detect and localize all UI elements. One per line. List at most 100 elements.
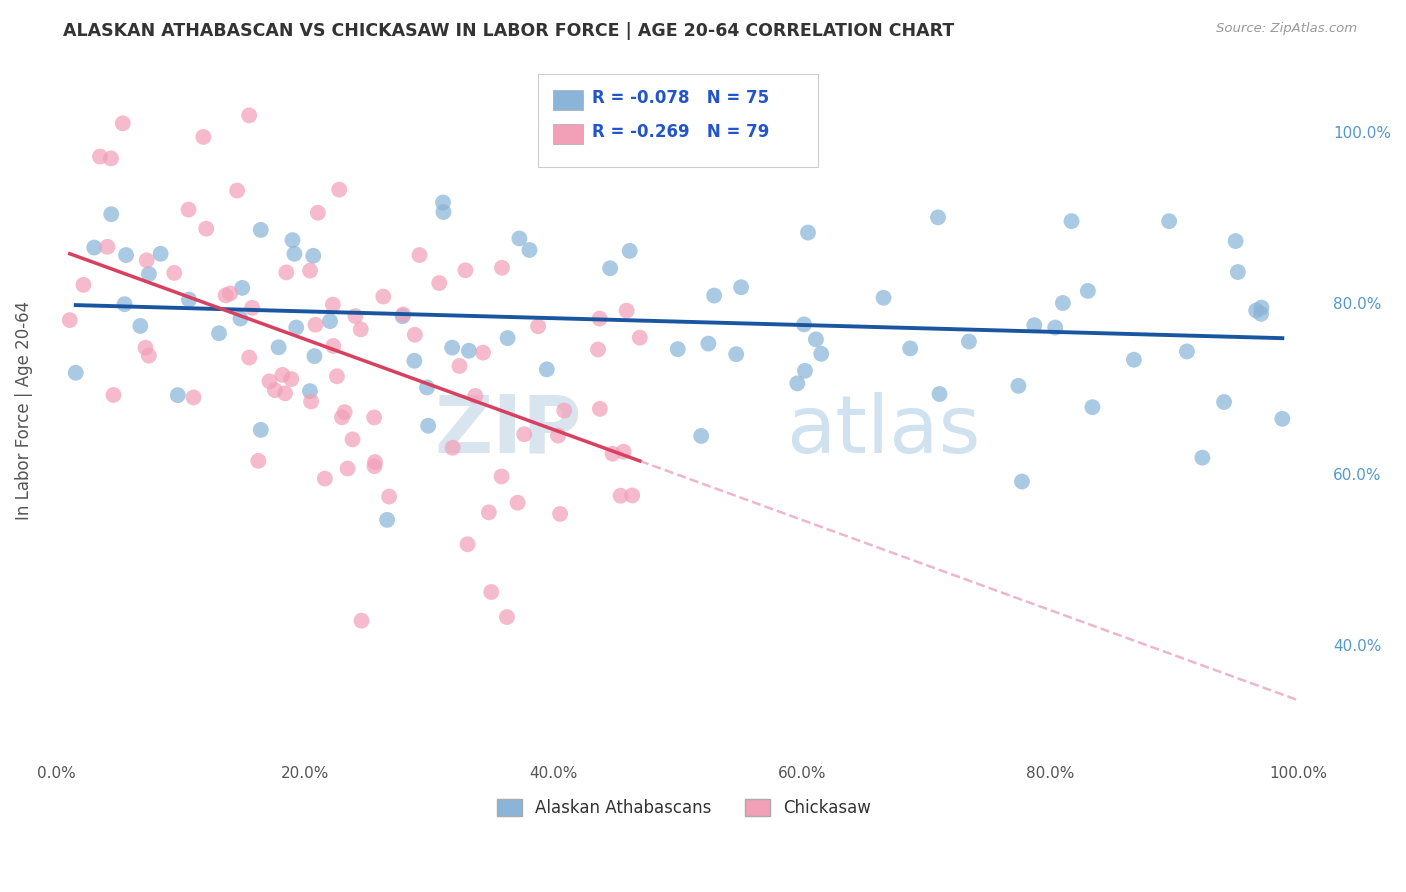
Point bbox=[138, 349, 160, 363]
Point bbox=[363, 459, 385, 474]
Point bbox=[1191, 450, 1213, 465]
Point bbox=[1077, 284, 1099, 298]
Text: atlas: atlas bbox=[786, 392, 980, 470]
Point bbox=[298, 384, 321, 398]
Point bbox=[491, 469, 513, 483]
Point bbox=[619, 244, 641, 258]
Point bbox=[135, 253, 157, 268]
Point bbox=[408, 248, 430, 262]
Point bbox=[1226, 265, 1249, 279]
Point bbox=[536, 362, 558, 376]
Point bbox=[89, 150, 111, 164]
Text: R = -0.078   N = 75: R = -0.078 N = 75 bbox=[592, 89, 769, 107]
Point bbox=[344, 309, 367, 323]
Point bbox=[350, 322, 373, 336]
Point bbox=[928, 387, 950, 401]
Point bbox=[496, 331, 519, 345]
Point bbox=[1213, 395, 1236, 409]
Point bbox=[797, 226, 820, 240]
Point bbox=[111, 116, 134, 130]
Point bbox=[240, 301, 263, 315]
Point bbox=[373, 289, 395, 303]
Point bbox=[103, 388, 125, 402]
Point bbox=[304, 349, 326, 363]
Point bbox=[299, 394, 322, 409]
Point bbox=[730, 280, 752, 294]
Point bbox=[1007, 379, 1029, 393]
Point bbox=[793, 318, 815, 332]
Point bbox=[231, 281, 253, 295]
Point bbox=[519, 243, 541, 257]
Point bbox=[219, 286, 242, 301]
Point bbox=[703, 288, 725, 302]
Point bbox=[602, 447, 624, 461]
Point bbox=[307, 206, 329, 220]
Point bbox=[586, 343, 609, 357]
Point bbox=[1060, 214, 1083, 228]
Point bbox=[238, 351, 260, 365]
Point bbox=[208, 326, 231, 341]
Legend: Alaskan Athabascans, Chickasaw: Alaskan Athabascans, Chickasaw bbox=[489, 793, 877, 824]
Point bbox=[195, 221, 218, 235]
Point bbox=[166, 388, 188, 402]
Text: R = -0.269   N = 79: R = -0.269 N = 79 bbox=[592, 123, 769, 141]
Point bbox=[364, 455, 387, 469]
Point bbox=[810, 347, 832, 361]
Point bbox=[322, 339, 344, 353]
Point bbox=[612, 444, 634, 458]
Point bbox=[65, 366, 87, 380]
Point bbox=[304, 318, 326, 332]
Point bbox=[138, 267, 160, 281]
Point bbox=[302, 249, 325, 263]
Point bbox=[441, 341, 464, 355]
Point bbox=[298, 263, 321, 277]
Point bbox=[193, 130, 215, 145]
Point bbox=[621, 488, 644, 502]
Point bbox=[416, 380, 439, 394]
Point bbox=[588, 311, 610, 326]
Point bbox=[375, 513, 398, 527]
Point bbox=[458, 343, 481, 358]
Point bbox=[589, 401, 612, 416]
Point bbox=[1122, 352, 1144, 367]
Point bbox=[83, 241, 105, 255]
Point bbox=[491, 260, 513, 275]
Text: ZIP: ZIP bbox=[434, 392, 581, 470]
Point bbox=[508, 231, 530, 245]
Point bbox=[267, 340, 290, 354]
Point bbox=[725, 347, 748, 361]
Point bbox=[553, 403, 575, 417]
Point bbox=[478, 505, 501, 519]
Point bbox=[134, 341, 156, 355]
Point bbox=[804, 333, 827, 347]
Point bbox=[1244, 303, 1267, 318]
Point bbox=[280, 372, 302, 386]
Point bbox=[479, 585, 502, 599]
Point bbox=[319, 314, 342, 328]
Point bbox=[226, 184, 249, 198]
Point bbox=[249, 223, 271, 237]
Point bbox=[1271, 412, 1294, 426]
Point bbox=[177, 202, 200, 217]
Point bbox=[59, 313, 82, 327]
Text: ALASKAN ATHABASCAN VS CHICKASAW IN LABOR FORCE | AGE 20-64 CORRELATION CHART: ALASKAN ATHABASCAN VS CHICKASAW IN LABOR… bbox=[63, 22, 955, 40]
Point bbox=[96, 240, 118, 254]
Point bbox=[115, 248, 138, 262]
Point bbox=[274, 386, 297, 401]
Point bbox=[628, 330, 651, 344]
Y-axis label: In Labor Force | Age 20-64: In Labor Force | Age 20-64 bbox=[15, 301, 32, 520]
Point bbox=[457, 537, 479, 551]
Point bbox=[336, 461, 359, 475]
Point bbox=[283, 247, 305, 261]
Point bbox=[609, 489, 631, 503]
Point bbox=[527, 319, 550, 334]
Point bbox=[391, 310, 413, 324]
Point bbox=[177, 293, 200, 307]
Point bbox=[454, 263, 477, 277]
Point bbox=[249, 423, 271, 437]
Point bbox=[281, 233, 304, 247]
Point bbox=[513, 427, 536, 442]
Point bbox=[247, 454, 270, 468]
Point bbox=[259, 375, 281, 389]
Point bbox=[1052, 296, 1074, 310]
